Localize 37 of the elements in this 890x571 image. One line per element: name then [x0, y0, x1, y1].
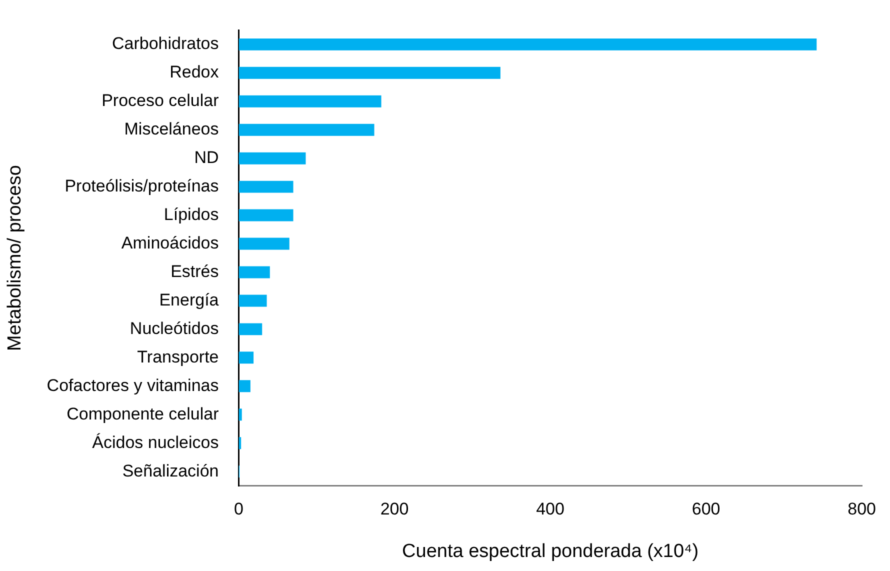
x-tick-label: 600	[692, 500, 720, 519]
y-tick-label: Cofactores y vitaminas	[46, 376, 219, 395]
bar	[238, 266, 270, 278]
x-tick-label: 200	[380, 500, 409, 519]
x-tick-label: 800	[848, 500, 876, 519]
bar	[238, 294, 267, 307]
bar	[238, 238, 290, 250]
y-tick-label: Señalización	[122, 461, 219, 480]
y-axis-title: Metabolismo/ proceso	[4, 165, 26, 351]
y-tick-label: Carbohidratos	[112, 34, 219, 54]
y-tick-label: Lípidos	[164, 204, 219, 224]
y-tick-label: Redox	[170, 62, 220, 82]
bar	[238, 323, 262, 336]
y-tick-label: Aminoácidos	[121, 233, 219, 252]
bar	[238, 352, 254, 364]
y-tick-label: Misceláneos	[124, 120, 219, 139]
bar	[238, 408, 242, 421]
bar	[238, 38, 817, 50]
y-tick-label: Ácidos nucleicos	[92, 432, 219, 452]
y-tick-label: Estrés	[170, 262, 219, 281]
y-tick-label: ND	[194, 148, 219, 168]
x-tick-label: 400	[536, 500, 564, 519]
y-tick-label: Proceso celular	[102, 91, 220, 110]
y-tick-label: Transporte	[137, 347, 219, 366]
bar	[238, 124, 374, 136]
bar	[238, 152, 306, 164]
bar	[238, 180, 294, 193]
x-axis-title: Cuenta espectral ponderada (x10⁴)	[402, 540, 699, 562]
y-tick-label: Energía	[159, 290, 220, 310]
bar	[238, 95, 382, 108]
x-tick-label: 0	[234, 500, 244, 519]
bar	[238, 66, 500, 79]
y-tick-label: Nucleótidos	[130, 318, 219, 338]
bar	[238, 380, 250, 392]
y-tick-label: Proteólisis/proteínas	[64, 176, 219, 196]
bar	[238, 209, 294, 222]
y-tick-label: Componente celular	[66, 404, 220, 424]
